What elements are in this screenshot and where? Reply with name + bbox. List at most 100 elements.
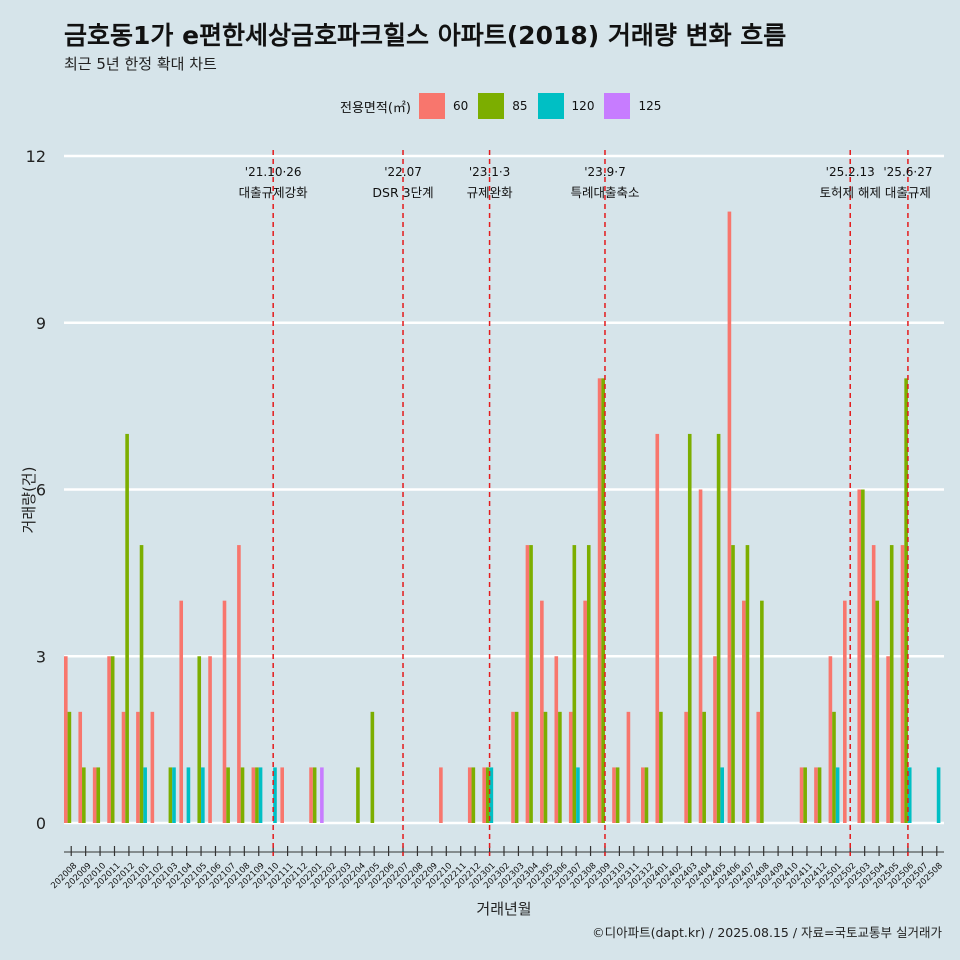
bar-60-202308: [583, 600, 587, 823]
bar-120-202109: [258, 767, 263, 823]
bar-60-202406: [727, 211, 732, 824]
bar-85-202401: [659, 711, 663, 823]
event-date-label: '23.9·7: [584, 165, 625, 179]
bar-120-202501: [835, 767, 840, 823]
bar-85-202307: [572, 545, 577, 823]
event-date-label: '23.1·3: [469, 165, 510, 179]
event-text-label: 대출규제강화: [239, 185, 309, 200]
event-date-label: '22.07: [384, 165, 422, 179]
bar-60-202303: [511, 711, 515, 823]
bar-60-202312: [641, 767, 645, 823]
bar-60-202107: [222, 600, 227, 823]
bar-120-202301: [489, 767, 494, 823]
y-tick-label: 9: [36, 314, 46, 333]
legend-swatch-85: [478, 93, 505, 119]
bar-85-202304: [529, 545, 533, 823]
bar-85-202504: [875, 600, 880, 823]
bar-60-202009: [78, 711, 83, 823]
x-axis-title: 거래년월: [476, 900, 531, 918]
bar-85-202407: [745, 545, 750, 823]
legend-label-85: 85: [512, 99, 528, 113]
bar-60-202309: [597, 378, 602, 823]
bar-85-202406: [731, 545, 735, 823]
bar-60-202102: [150, 711, 155, 823]
bar-85-202108: [240, 767, 245, 823]
bar-60-202306: [554, 656, 559, 823]
bar-85-202412: [817, 767, 822, 823]
bar-85-202009: [82, 767, 86, 823]
legend-item-60: 60: [418, 93, 469, 119]
bar-85-202306: [558, 711, 562, 823]
bar-60-202011: [107, 656, 111, 823]
bar-60-202008: [64, 656, 68, 823]
y-tick-label: 12: [26, 147, 46, 166]
bar-60-202401: [655, 433, 660, 823]
bar-85-202011: [110, 656, 115, 823]
bar-60-202109: [251, 767, 256, 823]
y-tick-label: 3: [36, 647, 46, 666]
legend-title: 전용면적(㎡): [340, 100, 411, 116]
bar-120-202405: [720, 767, 724, 823]
legend-item-85: 85: [478, 93, 528, 119]
y-tick-label: 6: [36, 481, 46, 500]
bar-120-202506: [907, 767, 912, 823]
bar-120-202307: [576, 767, 580, 823]
bar-85-202303: [514, 711, 519, 823]
event-date-label: '25.2.13: [826, 165, 875, 179]
legend-item-125: 125: [604, 93, 661, 119]
bar-85-202405: [716, 433, 721, 823]
bar-60-202506: [900, 545, 905, 823]
bar-85-202103: [168, 767, 173, 823]
bar-60-202310: [612, 767, 616, 823]
legend-label-120: 120: [571, 99, 595, 113]
bar-120-202104: [186, 767, 191, 823]
legend-item-120: 120: [537, 93, 595, 119]
bar-85-202408: [760, 600, 764, 823]
bar-60-202504: [871, 545, 876, 823]
bar-85-202201: [312, 767, 317, 823]
bar-85-202305: [543, 711, 548, 823]
bar-85-202301: [485, 767, 490, 823]
bar-85-202012: [125, 433, 129, 823]
bar-85-202403: [687, 433, 692, 823]
bar-60-202111: [280, 767, 284, 823]
event-text-label: DSR 3단계: [372, 185, 433, 200]
event-text-label: 토허제 해제: [819, 185, 880, 200]
bar-85-202503: [861, 489, 865, 823]
bar-60-202305: [540, 600, 544, 823]
event-date-label: '25.6·27: [883, 165, 932, 179]
bar-85-202101: [139, 545, 144, 823]
bar-60-202411: [799, 767, 804, 823]
bar-120-202110: [273, 767, 277, 823]
chart-subtitle: 최근 5년 한정 확대 차트: [64, 55, 217, 73]
legend: 전용면적(㎡) 60 85 120 125: [340, 93, 671, 119]
bar-85-202411: [803, 767, 807, 823]
bar-60-202403: [684, 711, 688, 823]
bar-120-202101: [143, 767, 147, 823]
legend-label-60: 60: [452, 99, 469, 113]
bar-85-202205: [370, 711, 375, 823]
bar-60-202405: [713, 656, 717, 823]
bar-60-202012: [121, 711, 126, 823]
bar-60-202501: [828, 656, 833, 823]
y-axis-title: 거래량(건): [20, 467, 38, 534]
bar-60-202106: [208, 656, 212, 823]
bar-85-202309: [601, 378, 605, 823]
bar-60-202408: [756, 711, 761, 823]
bar-60-202301: [482, 767, 486, 823]
bar-60-202505: [886, 656, 890, 823]
bar-85-202008: [67, 711, 72, 823]
bar-60-202307: [568, 711, 573, 823]
bar-60-202304: [525, 545, 530, 823]
bar-60-202201: [309, 767, 313, 823]
bar-125-202201: [320, 767, 324, 823]
bar-85-202010: [96, 767, 101, 823]
event-text-label: 규제완화: [467, 185, 514, 200]
bar-85-202404: [702, 711, 706, 823]
bar-60-202404: [698, 489, 703, 823]
bar-120-202105: [201, 767, 205, 823]
bar-85-202105: [197, 656, 202, 823]
bar-85-202308: [586, 545, 591, 823]
bar-60-202503: [857, 489, 862, 823]
